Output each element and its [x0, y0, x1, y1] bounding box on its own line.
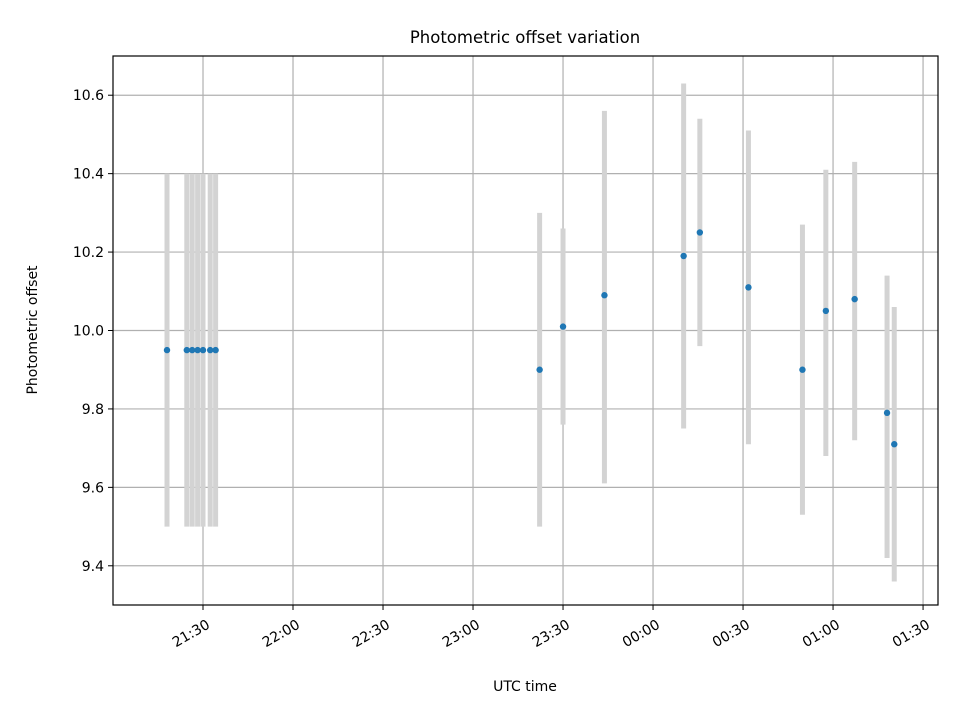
data-point	[559, 323, 567, 330]
data-point	[891, 441, 898, 448]
y-tick-label: 10.0	[73, 324, 104, 340]
chart-title: Photometric offset variation	[410, 28, 640, 47]
data-point	[189, 346, 196, 354]
data-points	[163, 229, 898, 448]
y-tick-label: 10.2	[73, 245, 104, 261]
y-tick-label: 10.6	[73, 88, 104, 104]
data-point	[207, 346, 214, 354]
data-point	[163, 346, 171, 354]
data-point	[183, 346, 191, 354]
data-point	[601, 292, 608, 299]
data-point	[194, 346, 201, 354]
data-point	[799, 366, 806, 373]
data-point	[745, 284, 752, 291]
data-point	[536, 366, 543, 373]
data-point	[696, 229, 704, 236]
data-point	[822, 307, 830, 315]
y-tick-label: 10.4	[73, 167, 104, 183]
x-axis-label: UTC time	[493, 679, 557, 695]
data-point	[851, 295, 858, 303]
y-axis-ticks: 9.4 9.6 9.8 10.0 10.2 10.4 10.6	[73, 88, 113, 575]
y-tick-label: 9.8	[82, 402, 104, 418]
data-point	[883, 409, 891, 417]
data-point	[212, 346, 219, 354]
y-tick-label: 9.6	[82, 480, 104, 496]
y-axis-label: Photometric offset	[25, 265, 41, 395]
data-point	[199, 346, 207, 354]
data-point	[680, 252, 687, 260]
y-tick-label: 9.4	[82, 559, 104, 575]
